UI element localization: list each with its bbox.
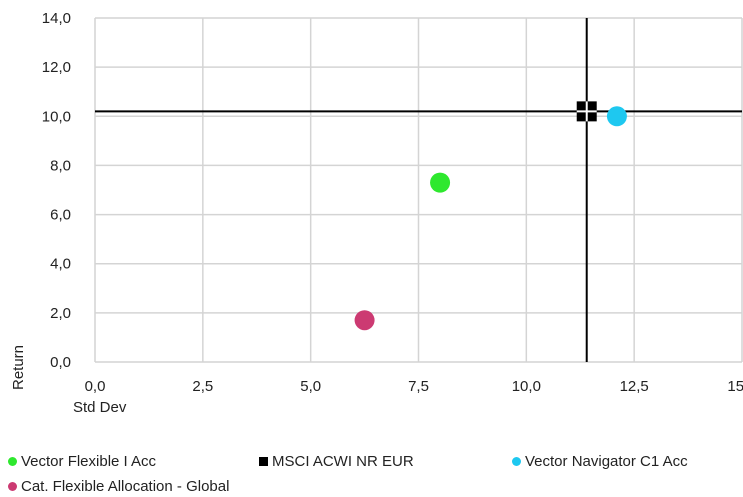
x-tick-label: 0,0 — [85, 378, 106, 395]
data-point-circle — [354, 310, 375, 331]
legend-marker — [8, 456, 17, 466]
data-point-circle — [430, 172, 451, 193]
legend-item: Cat. Flexible Allocation - Global — [8, 477, 229, 497]
y-axis-label: Return — [10, 345, 27, 390]
legend-item: Vector Navigator C1 Acc — [512, 452, 688, 472]
legend-marker — [259, 456, 268, 466]
x-tick-label: 10,0 — [512, 378, 541, 395]
data-points — [354, 101, 627, 331]
y-tick-label: 12,0 — [42, 59, 71, 76]
grid-lines — [94, 17, 743, 363]
x-tick-label: 5,0 — [300, 378, 321, 395]
legend-label: Cat. Flexible Allocation - Global — [21, 478, 230, 495]
legend-label: Vector Navigator C1 Acc — [525, 453, 688, 470]
x-axis-ticks: 0,0 2,5 5,0 7,5 10,0 12,5 15,0 — [85, 378, 743, 395]
x-tick-label: 12,5 — [620, 378, 649, 395]
y-tick-label: 0,0 — [50, 354, 71, 371]
scatter-chart: 0,0 2,0 4,0 6,0 8,0 10,0 12,0 14,0 0,0 2,5 5,0 7,5… — [10, 10, 743, 416]
crosshair-lines — [95, 18, 742, 362]
legend-marker — [512, 456, 521, 466]
y-tick-label: 8,0 — [50, 157, 71, 174]
y-tick-label: 2,0 — [50, 305, 71, 322]
y-tick-label: 4,0 — [50, 256, 71, 273]
x-tick-label: 15,0 — [727, 378, 743, 395]
legend-marker — [8, 481, 17, 491]
y-tick-label: 10,0 — [42, 108, 71, 125]
x-axis-label: Std Dev — [73, 399, 127, 416]
x-tick-label: 2,5 — [192, 378, 213, 395]
data-point-square — [576, 101, 597, 122]
legend: Vector Flexible I Acc MSCI ACWI NR EUR Vec… — [0, 452, 743, 497]
legend-label: MSCI ACWI NR EUR — [272, 453, 414, 470]
y-tick-label: 14,0 — [42, 10, 71, 27]
data-point-circle — [606, 106, 627, 127]
legend-item: MSCI ACWI NR EUR — [259, 452, 414, 472]
x-tick-label: 7,5 — [408, 378, 429, 395]
legend-label: Vector Flexible I Acc — [21, 453, 157, 470]
legend-item: Vector Flexible I Acc — [8, 452, 156, 472]
y-axis-ticks: 0,0 2,0 4,0 6,0 8,0 10,0 12,0 14,0 — [42, 10, 71, 371]
y-tick-label: 6,0 — [50, 207, 71, 224]
